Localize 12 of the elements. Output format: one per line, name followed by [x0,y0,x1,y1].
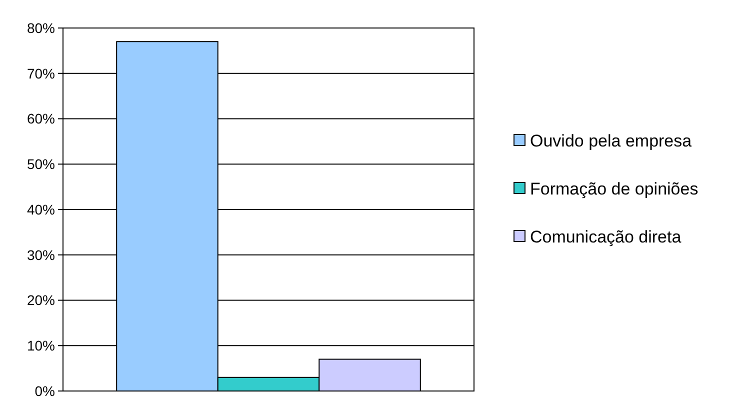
legend-label: Comunicação direta [530,227,682,246]
y-tick-label: 60% [26,110,55,127]
y-tick-label: 40% [26,201,55,218]
y-tick-label: 10% [26,338,55,354]
y-tick-label: 50% [26,156,55,172]
y-tick-label: 30% [26,246,55,263]
legend-label: Formação de opiniões [530,179,698,198]
y-tick-label: 80% [26,20,55,36]
y-tick-label: 0% [34,382,55,399]
legend-label: Ouvido pela empresa [530,131,692,150]
y-tick-label: 20% [26,292,55,308]
y-tick-label: 70% [26,65,55,82]
